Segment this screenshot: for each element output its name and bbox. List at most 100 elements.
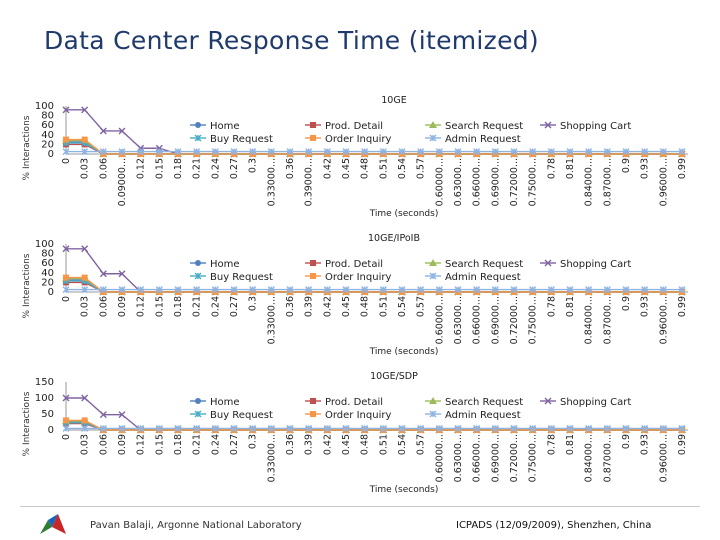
x-tick-label: 0.63000... [453, 434, 464, 482]
data-point [491, 148, 499, 156]
data-point [211, 148, 219, 156]
x-tick-label: 0.54 [397, 158, 408, 179]
x-tick-label: 0.39 [304, 434, 315, 455]
x-tick-label: 0.24 [210, 296, 221, 317]
data-point [305, 286, 313, 294]
y-tick-label: 0 [48, 287, 54, 298]
x-tick-label: 0.27 [229, 434, 240, 455]
legend-label: Shopping Cart [560, 397, 631, 408]
data-point [622, 424, 630, 432]
y-tick-label: 0 [48, 149, 54, 160]
footer-author: Pavan Balaji, Argonne National Laborator… [90, 520, 302, 531]
footer-venue: ICPADS (12/09/2009), Shenzhen, China [456, 520, 652, 531]
legend-marker [310, 122, 316, 128]
legend-marker [429, 121, 437, 128]
legend-item: Prod. Detail [305, 397, 383, 408]
data-point [63, 136, 69, 143]
x-tick-label: 0.75000... [528, 296, 539, 344]
x-tick-label: 0.09000... [117, 158, 128, 206]
data-point [155, 286, 163, 294]
series-line [66, 248, 682, 293]
x-tick-label: 0.48 [360, 158, 371, 179]
x-tick-label: 0.36 [285, 434, 296, 455]
x-tick-label: 0.03 [80, 296, 91, 317]
x-tick-label: 0.12 [136, 158, 147, 179]
legend-item: Buy Request [190, 134, 273, 145]
data-point [137, 148, 145, 156]
x-tick-label: 0.48 [360, 434, 371, 455]
x-tick-label: 0.66000... [472, 434, 483, 482]
y-axis-label: % Interactions [22, 253, 32, 318]
data-point [81, 394, 89, 402]
data-point [99, 270, 107, 278]
legend-label: Home [210, 121, 240, 132]
data-point [81, 106, 89, 114]
legend-marker [429, 259, 437, 266]
legend-label: Search Request [445, 121, 523, 132]
legend-marker [429, 410, 437, 418]
data-point [81, 148, 89, 156]
page-title: Data Center Response Time (itemized) [44, 26, 539, 55]
x-tick-label: 0.45 [341, 158, 352, 179]
y-tick-label: 20 [41, 139, 54, 150]
legend-item: Order Inquiry [305, 410, 391, 421]
series-admin-request [62, 286, 686, 294]
x-tick-label: 0.66000... [472, 158, 483, 206]
data-point [529, 286, 537, 294]
data-point [249, 148, 257, 156]
chart-10ge-ipoib: 10GE/IPoIB% Interactions 100 80 60 40 20 0 0 0.0… [20, 230, 696, 362]
chart-10ge: 10GE% Interactions 100 80 60 40 20 0 0 0.03 0.06 0… [20, 92, 696, 224]
x-tick-label: 0.60000... [434, 434, 445, 482]
x-tick-label: 0.42 [322, 434, 333, 455]
x-tick-label: 0.93 [640, 434, 651, 455]
data-point [361, 286, 369, 294]
legend-marker [544, 259, 552, 267]
data-point [547, 148, 555, 156]
x-tick-label: 0.69000... [490, 158, 501, 206]
x-tick-label: 0.84000... [584, 434, 595, 482]
legend-marker [310, 273, 316, 279]
data-point [63, 417, 69, 424]
x-tick-label: 0.15 [154, 434, 165, 455]
x-tick-label: 0.21 [192, 158, 203, 179]
legend-item: Shopping Cart [540, 121, 631, 132]
data-point [379, 148, 387, 156]
x-tick-label: 0.66000... [472, 296, 483, 344]
x-tick-label: 0.96000... [658, 296, 669, 344]
data-point [62, 286, 70, 294]
legend-marker [195, 398, 201, 404]
data-point [454, 286, 462, 294]
x-tick-label: 0.93 [640, 296, 651, 317]
data-point [510, 286, 518, 294]
data-point [62, 394, 70, 402]
data-point [659, 148, 667, 156]
data-point [473, 148, 481, 156]
data-point [473, 424, 481, 432]
legend-marker [194, 410, 202, 418]
data-point [454, 424, 462, 432]
data-point [193, 148, 201, 156]
x-tick-label: 0.87000... [602, 434, 613, 482]
y-tick-label: 80 [41, 249, 54, 260]
data-point [641, 424, 649, 432]
data-point [379, 286, 387, 294]
legend-label: Home [210, 397, 240, 408]
x-tick-label: 0.96000... [658, 158, 669, 206]
y-tick-label: 20 [41, 277, 54, 288]
y-tick-label: 100 [35, 239, 54, 250]
legend-label: Admin Request [445, 134, 521, 145]
data-point [249, 286, 257, 294]
x-tick-label: 0.99 [677, 296, 688, 317]
x-tick-label: 0.87000... [602, 296, 613, 344]
data-point [417, 424, 425, 432]
x-tick-label: 0.51 [378, 158, 389, 179]
data-point [510, 424, 518, 432]
x-tick-label: 0.15 [154, 296, 165, 317]
data-point [118, 127, 126, 135]
x-tick-label: 0.93 [640, 158, 651, 179]
data-point [305, 148, 313, 156]
data-point [547, 424, 555, 432]
data-point [491, 286, 499, 294]
x-tick-label: 0.54 [397, 434, 408, 455]
x-tick-label: 0.45 [341, 434, 352, 455]
